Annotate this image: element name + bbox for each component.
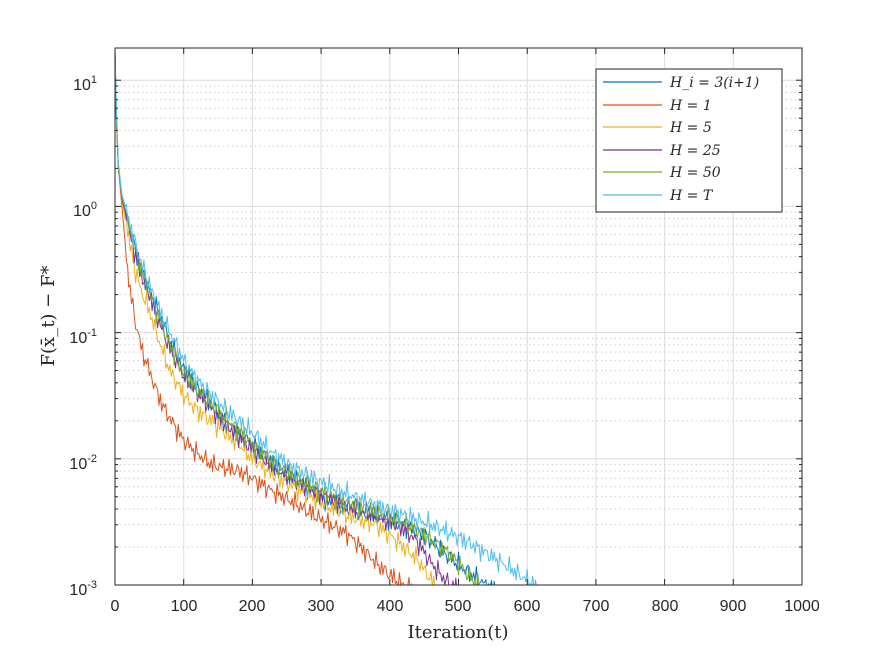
x-tick-label: 800 — [652, 598, 679, 615]
x-tick-label: 600 — [514, 598, 541, 615]
x-tick-label: 500 — [445, 598, 472, 615]
x-tick-label: 1000 — [784, 598, 820, 615]
y-tick-label: 101 — [73, 74, 97, 94]
legend: H_i = 3(i+1) H = 1 H = 5 H = 25 H = 50 H… — [595, 68, 783, 213]
series-line — [115, 51, 436, 585]
x-tick-labels: 0 100 200 300 400 500 600 700 800 900 10… — [111, 598, 820, 615]
series-line — [115, 51, 480, 585]
x-tick-label: 700 — [583, 598, 610, 615]
x-tick-label: 900 — [720, 598, 747, 615]
y-tick-label: 10-3 — [69, 579, 97, 599]
x-tick-label: 200 — [239, 598, 266, 615]
y-tick-label: 10-1 — [69, 327, 97, 347]
series-layer — [115, 51, 537, 585]
x-axis-title: Iteration(t) — [407, 622, 508, 643]
legend-box — [595, 68, 783, 213]
legend-label: H = 5 — [669, 120, 712, 136]
series-line — [115, 51, 457, 585]
x-tick-label: 400 — [377, 598, 404, 615]
y-tick-label: 10-2 — [69, 453, 97, 473]
legend-label: H = 25 — [669, 143, 721, 159]
y-tick-labels: 101 100 10-1 10-2 10-3 — [69, 74, 97, 599]
y-tick-label: 100 — [73, 200, 97, 220]
x-tick-label: 300 — [308, 598, 335, 615]
x-tick-label: 100 — [171, 598, 198, 615]
series-line — [115, 51, 413, 585]
series-line — [115, 51, 537, 585]
legend-label: H = T — [669, 188, 714, 204]
legend-label: H = 50 — [669, 165, 721, 181]
x-tick-label: 0 — [111, 598, 120, 615]
y-axis-title: F(x̄_t) − F* — [38, 266, 59, 367]
legend-label: H_i = 3(i+1) — [669, 75, 759, 91]
legend-label: H = 1 — [669, 98, 712, 114]
axis-ticks — [114, 48, 803, 586]
